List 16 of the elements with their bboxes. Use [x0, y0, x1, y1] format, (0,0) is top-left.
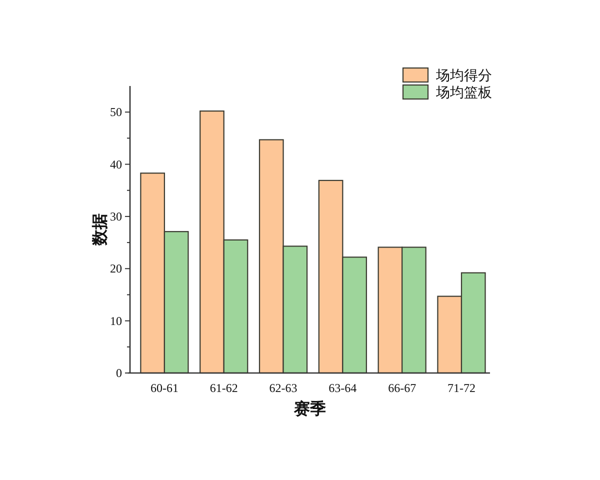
y-tick-label: 20: [110, 262, 122, 276]
y-tick-label: 0: [116, 366, 122, 380]
x-tick-label: 61-62: [210, 381, 238, 395]
y-tick-label: 10: [110, 314, 122, 328]
x-tick-label: 63-64: [328, 381, 357, 395]
x-tick-label: 66-67: [388, 381, 416, 395]
x-tick-label: 60-61: [150, 381, 178, 395]
legend-label: 场均篮板: [435, 85, 492, 101]
y-axis-title: 数据: [91, 214, 109, 246]
y-tick-label: 30: [110, 209, 122, 224]
legend-label: 场均得分: [435, 68, 492, 84]
x-tick-label: 62-63: [269, 381, 298, 395]
y-tick-label: 50: [110, 105, 122, 120]
x-tick-label: 71-72: [447, 381, 476, 395]
x-axis-title: 赛季: [293, 400, 326, 418]
y-tick-label: 40: [110, 157, 122, 172]
